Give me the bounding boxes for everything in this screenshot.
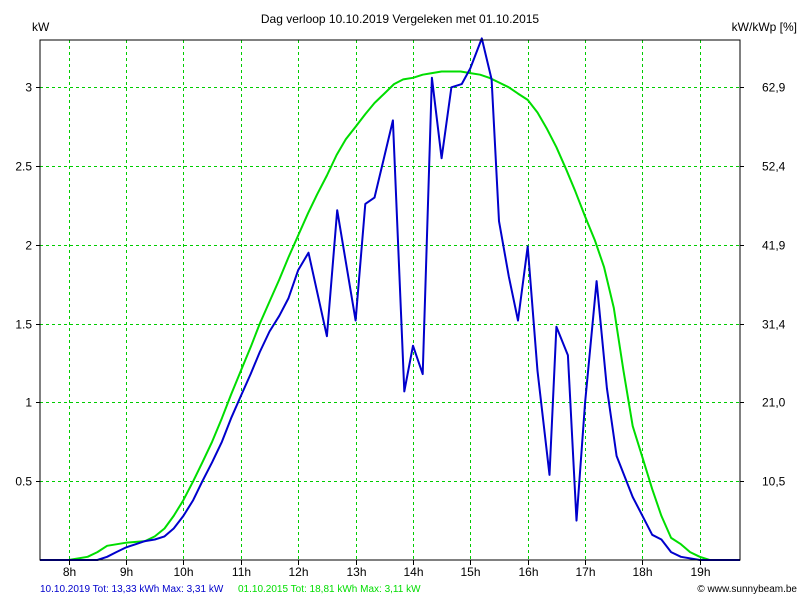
plot-frame <box>39 39 741 561</box>
x-tick-label: 19h <box>690 565 710 579</box>
x-tick-label: 13h <box>346 565 366 579</box>
x-tick-label: 18h <box>632 565 652 579</box>
y-tick-label-right: 21,0 <box>762 396 786 410</box>
series-layer <box>40 37 740 561</box>
y-axis-left-label: kW <box>32 20 50 34</box>
y-tick-label-right: 41,9 <box>762 239 786 253</box>
x-tick-label: 14h <box>403 565 423 579</box>
x-tick-label: 17h <box>575 565 595 579</box>
y-tick-label-left: 2 <box>25 239 32 253</box>
axis-ticks: 8h 9h 10h 11h 12h 13h 14h 15h 16h 17h 18h 19h 0.5 10,… <box>15 81 785 580</box>
y-tick-label-left: 1.5 <box>15 318 32 332</box>
x-tick-label: 10h <box>173 565 193 579</box>
footer-series-2019: 10.10.2019 Tot: 13,33 kWh Max: 3,31 kW <box>40 584 224 595</box>
x-tick-label: 12h <box>288 565 308 579</box>
y-tick-label-right: 10,5 <box>762 475 786 489</box>
x-tick-label: 15h <box>460 565 480 579</box>
y-tick-label-left: 0.5 <box>15 475 32 489</box>
y-tick-label-left: 2.5 <box>15 160 32 174</box>
x-tick-label: 16h <box>518 565 538 579</box>
footer-copyright: © www.sunnybeam.be <box>697 584 797 595</box>
chart-title: Dag verloop 10.10.2019 Vergeleken met 01… <box>261 12 540 26</box>
series-line-10.10.2019 <box>40 37 740 561</box>
series-line-01.10.2015 <box>40 70 740 561</box>
y-axis-right-label: kW/kWp [%] <box>732 20 797 34</box>
y-tick-label-right: 62,9 <box>762 81 786 95</box>
y-tick-label-left: 1 <box>25 396 32 410</box>
y-tick-label-left: 3 <box>25 81 32 95</box>
x-tick-label: 9h <box>120 565 133 579</box>
footer-series-2015: 01.10.2015 Tot: 18,81 kWh Max: 3,11 kW <box>238 584 421 595</box>
y-tick-label-right: 52,4 <box>762 160 786 174</box>
x-tick-label: 8h <box>63 565 76 579</box>
chart-grid <box>40 40 740 560</box>
y-tick-label-right: 31,4 <box>762 318 786 332</box>
x-tick-label: 11h <box>232 565 251 579</box>
